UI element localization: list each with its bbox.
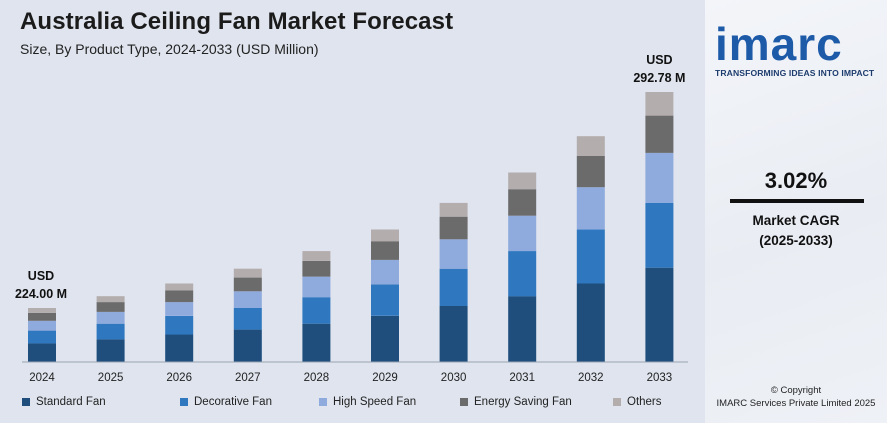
bar-segment-high-speed-fan-2032 <box>576 187 605 230</box>
total-label-2033-value: 292.78 M <box>633 71 685 85</box>
bar-segment-standard-fan-2025 <box>96 339 125 362</box>
x-tick-labels: 2024 2025 2026 2027 2028 2029 2030 2031 2032 2033 <box>29 372 672 384</box>
legend-item-decorative-fan: Decorative Fan <box>180 396 272 408</box>
legend-swatch <box>22 398 30 406</box>
bar-segment-others-2031 <box>508 172 537 190</box>
legend-item-others: Others <box>613 396 662 408</box>
legend-label: Decorative Fan <box>194 396 272 408</box>
legend-item-standard-fan: Standard Fan <box>22 396 106 408</box>
x-tick-label: 2030 <box>441 372 467 384</box>
bar-segment-others-2029 <box>371 229 399 242</box>
bar-segment-energy-saving-fan-2030 <box>439 216 468 240</box>
bar-segment-decorative-fan-2024 <box>28 330 56 344</box>
bar-segment-high-speed-fan-2025 <box>96 311 125 324</box>
bar-segment-high-speed-fan-2024 <box>28 320 56 331</box>
bar-segment-others-2030 <box>439 202 468 217</box>
bar-segment-others-2026 <box>165 283 194 291</box>
bar-segment-decorative-fan-2027 <box>233 308 262 330</box>
bar-segment-decorative-fan-2033 <box>645 202 674 268</box>
bar-segment-decorative-fan-2030 <box>439 268 468 306</box>
copyright: © Copyright IMARC Services Private Limit… <box>705 384 887 410</box>
bar-segment-energy-saving-fan-2028 <box>302 260 331 277</box>
legend-item-energy-saving-fan: Energy Saving Fan <box>460 396 572 408</box>
bar-segment-high-speed-fan-2031 <box>508 215 537 251</box>
x-tick-label: 2027 <box>235 372 261 384</box>
cagr-label: Market CAGR (2025-2033) <box>705 211 887 251</box>
bar-segment-energy-saving-fan-2027 <box>233 277 262 292</box>
branding-panel: imarc TRANSFORMING IDEAS INTO IMPACT 3.0… <box>705 0 887 423</box>
bar-segment-energy-saving-fan-2025 <box>96 302 125 312</box>
legend-swatch <box>613 398 621 406</box>
bar-segment-high-speed-fan-2029 <box>371 259 399 285</box>
bar-segment-high-speed-fan-2028 <box>302 276 331 298</box>
x-tick-label: 2033 <box>647 372 673 384</box>
x-tick-label: 2028 <box>304 372 330 384</box>
bar-segment-decorative-fan-2025 <box>96 323 125 340</box>
bar-segment-high-speed-fan-2033 <box>645 152 674 203</box>
chart-subtitle: Size, By Product Type, 2024-2033 (USD Mi… <box>20 41 319 57</box>
bar-segment-standard-fan-2024 <box>28 343 56 362</box>
legend-label: High Speed Fan <box>333 396 417 408</box>
bar-segment-others-2028 <box>302 251 331 261</box>
bar-segment-others-2033 <box>645 92 674 116</box>
legend-swatch <box>180 398 188 406</box>
total-label-2024-currency: USD <box>28 269 54 283</box>
legend-item-high-speed-fan: High Speed Fan <box>319 396 416 408</box>
bar-segment-standard-fan-2029 <box>371 315 399 362</box>
logo-tagline: TRANSFORMING IDEAS INTO IMPACT <box>715 68 875 78</box>
bar-segment-standard-fan-2026 <box>165 334 194 362</box>
x-tick-label: 2032 <box>578 372 604 384</box>
bar-segment-standard-fan-2032 <box>576 283 605 362</box>
cagr-label-line2: (2025-2033) <box>759 233 833 248</box>
chart-panel: Australia Ceiling Fan Market Forecast Si… <box>14 8 702 412</box>
copyright-line2: IMARC Services Private Limited 2025 <box>716 398 876 409</box>
bar-segment-energy-saving-fan-2024 <box>28 312 56 321</box>
legend-label: Others <box>627 396 662 408</box>
bar-segment-energy-saving-fan-2032 <box>576 155 605 188</box>
bar-segment-standard-fan-2028 <box>302 323 331 362</box>
logo-wordmark: imarc <box>715 18 843 70</box>
bar-segment-energy-saving-fan-2033 <box>645 115 674 153</box>
bar-segment-high-speed-fan-2030 <box>439 239 468 269</box>
bar-segment-energy-saving-fan-2026 <box>165 290 194 303</box>
bar-segment-standard-fan-2033 <box>645 267 674 362</box>
stacked-bar-chart: 2024 2025 2026 2027 2028 2029 2030 2031 2032 2033… <box>15 53 688 384</box>
total-label-2024-value: 224.00 M <box>15 287 67 301</box>
x-tick-label: 2026 <box>166 372 192 384</box>
bar-segment-standard-fan-2031 <box>508 296 537 362</box>
x-tick-label: 2031 <box>509 372 535 384</box>
bar-segment-standard-fan-2027 <box>233 329 262 362</box>
bar-segment-decorative-fan-2029 <box>371 284 399 316</box>
bar-segment-decorative-fan-2031 <box>508 251 537 297</box>
bar-segment-decorative-fan-2032 <box>576 229 605 284</box>
cagr-label-line1: Market CAGR <box>752 213 840 228</box>
bar-segment-energy-saving-fan-2029 <box>371 241 399 260</box>
bars-group <box>28 92 674 362</box>
total-label-2033-currency: USD <box>646 53 672 67</box>
cagr-divider <box>730 199 864 203</box>
bar-segment-others-2032 <box>576 136 605 156</box>
total-annotations: USD 224.00 M USD 292.78 M <box>15 53 686 301</box>
chart-legend: Standard Fan Decorative Fan High Speed Fan… <box>22 396 702 412</box>
legend-swatch <box>319 398 327 406</box>
bar-segment-decorative-fan-2028 <box>302 297 331 324</box>
bar-segment-high-speed-fan-2027 <box>233 291 262 308</box>
bar-segment-others-2025 <box>96 296 125 303</box>
bar-segment-standard-fan-2030 <box>439 306 468 362</box>
bar-segment-others-2027 <box>233 268 262 278</box>
bar-segment-energy-saving-fan-2031 <box>508 189 537 216</box>
bar-segment-others-2024 <box>28 308 56 313</box>
chart-title: Australia Ceiling Fan Market Forecast <box>20 8 454 35</box>
x-tick-label: 2025 <box>98 372 124 384</box>
bar-segment-decorative-fan-2026 <box>165 315 194 335</box>
copyright-line1: © Copyright <box>770 385 822 396</box>
cagr-value: 3.02% <box>764 168 828 193</box>
legend-swatch <box>460 398 468 406</box>
x-tick-label: 2029 <box>372 372 398 384</box>
legend-label: Standard Fan <box>36 396 106 408</box>
imarc-logo: imarc <box>715 21 883 67</box>
bar-segment-high-speed-fan-2026 <box>165 302 194 316</box>
x-tick-label: 2024 <box>29 372 55 384</box>
legend-label: Energy Saving Fan <box>474 396 572 408</box>
